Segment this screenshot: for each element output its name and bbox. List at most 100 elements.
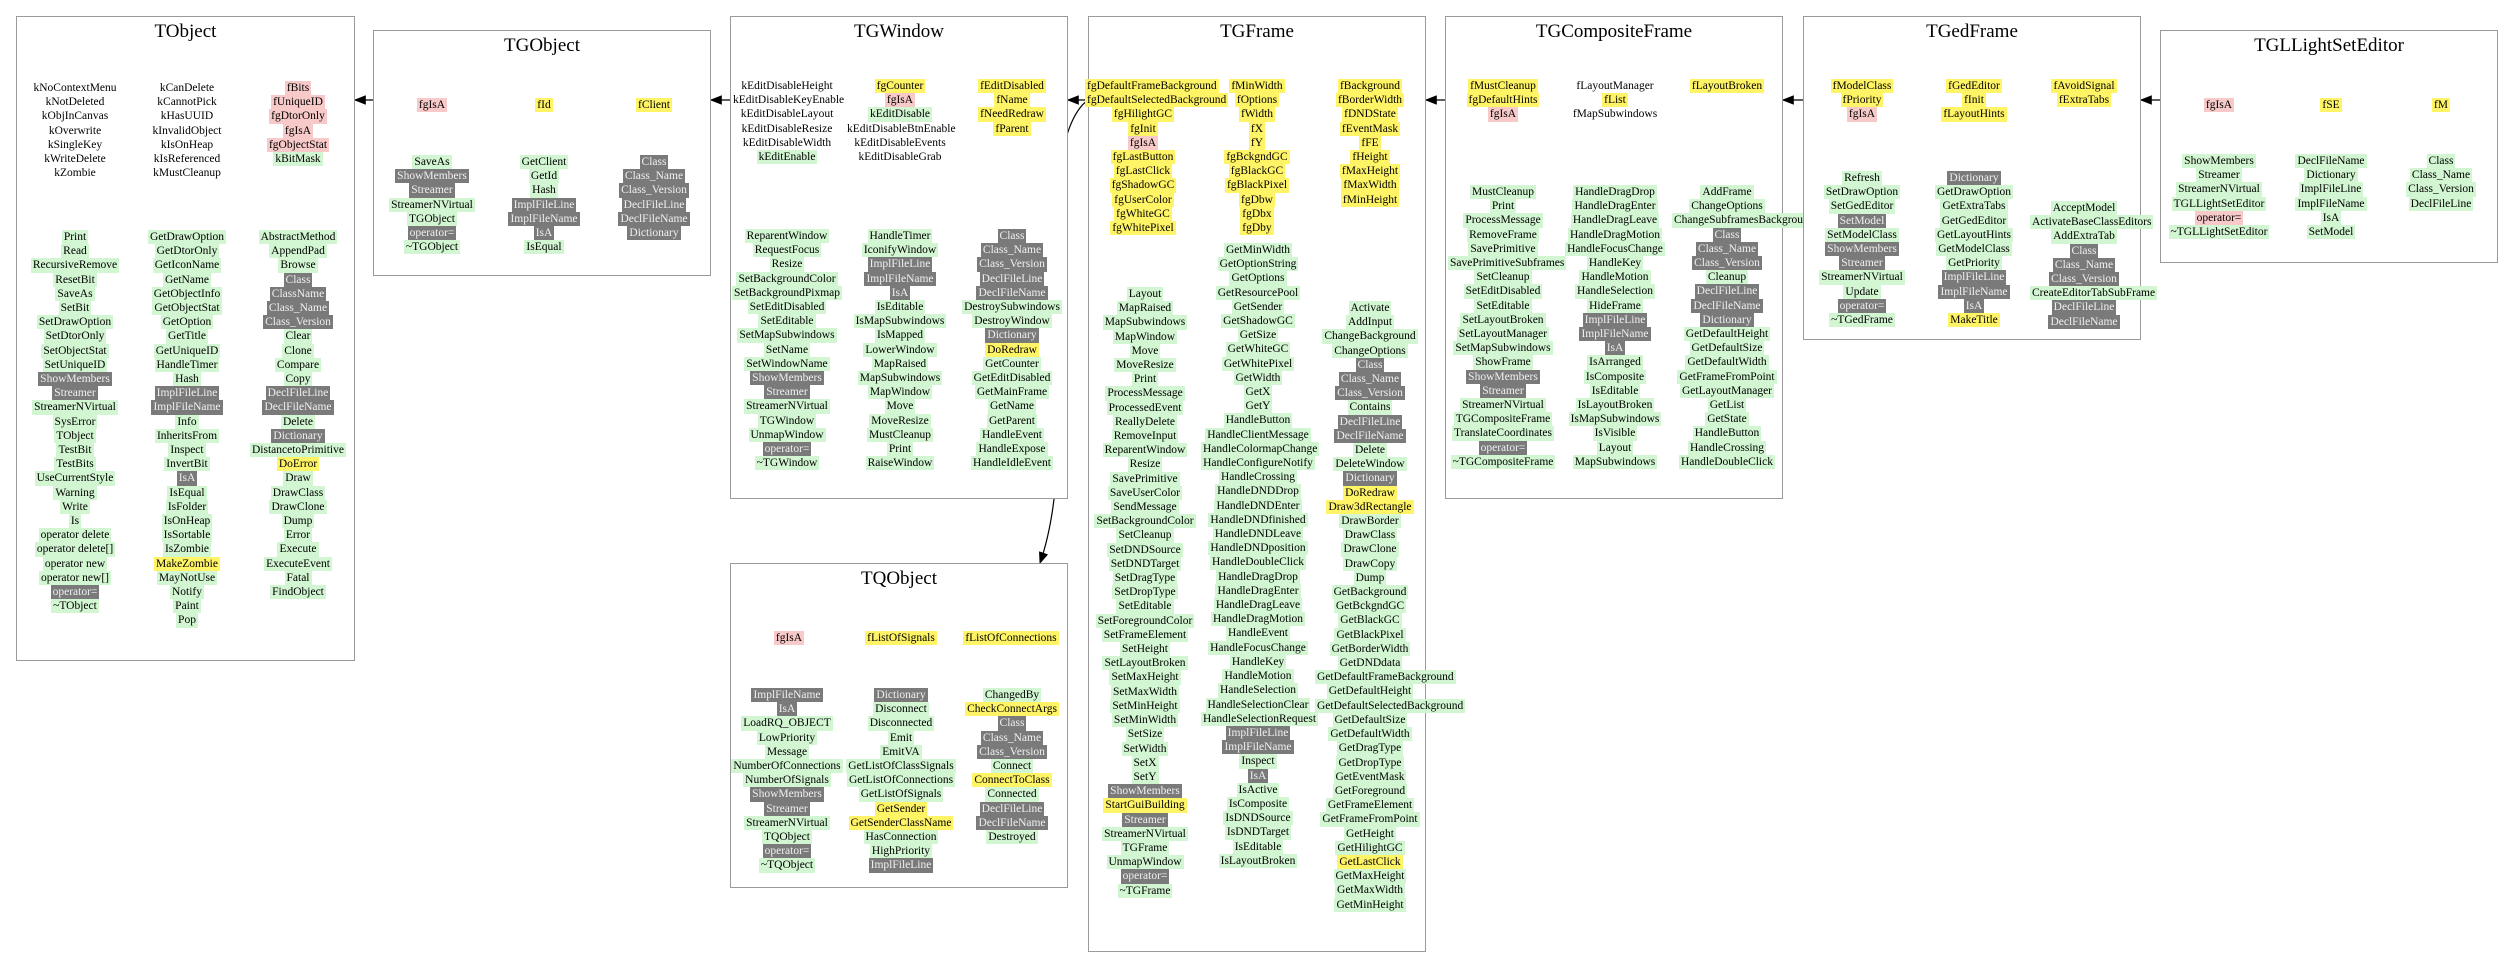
member-section: fAvoidSignal fExtraTabs [2030, 79, 2138, 108]
member-item: fgIsA [416, 98, 448, 113]
member-item: IsActive [1236, 782, 1280, 797]
member-item: operator= [1837, 298, 1887, 314]
member-item: GetUniqueID [153, 343, 221, 358]
member-item: ImplFileName [151, 400, 223, 415]
member-section: fgIsA [2165, 98, 2273, 113]
member-item: GetDNDdata [1337, 656, 1403, 671]
member-item: InheritsFrom [154, 428, 220, 444]
member-item: kNotDeleted [45, 96, 105, 109]
member-item: ImplFileLine [2298, 182, 2364, 197]
member-item: GetBckgndGC [1333, 599, 1407, 614]
member-item: TObject [54, 428, 96, 444]
member-item: fModelClass [1830, 79, 1894, 94]
member-item: MapSubwindows [857, 371, 943, 386]
member-section: fSE [2277, 98, 2385, 113]
member-item: Class_Version [977, 744, 1047, 760]
member-item: IsEqual [524, 240, 564, 255]
member-item: ImplFileName [508, 211, 580, 227]
member-item: SetModelClass [1825, 227, 1899, 243]
member-item: Class [997, 229, 1027, 244]
member-item: MakeZombie [154, 556, 220, 571]
member-item: Dictionary [1947, 171, 2001, 186]
member-item: fAvoidSignal [2051, 79, 2117, 94]
member-item: SetCleanup [1116, 528, 1174, 543]
member-item: HandleDNDDrop [1215, 484, 1301, 499]
member-item: kSingleKey [47, 138, 103, 151]
class-box-tgllightseteditor: TGLLightSetEditor fgIsA fSE fM ShowMembe… [2160, 30, 2498, 263]
member-item: IsA [176, 471, 198, 486]
member-item: Class [639, 155, 669, 170]
member-item: GetDefaultWidth [1685, 355, 1769, 370]
member-item: DeclFileLine [2051, 300, 2117, 315]
member-item: HandleDoubleClick [1210, 555, 1306, 570]
member-section: fBackground fBorderWidth fDNDState fEventMa… [1315, 79, 1425, 207]
class-title: TGFrame [1220, 21, 1294, 42]
member-item: ChangeOptions [1332, 343, 1408, 358]
member-item: SetMapSubwindows [1453, 341, 1553, 356]
class-box-tgframe: TGFrame fgDefaultFrameBackground fgDefaul… [1085, 16, 1466, 952]
member-item: SetMinWidth [1111, 713, 1179, 728]
member-item: StreamerNVirtual [32, 400, 118, 415]
member-item: fgIsA [282, 123, 314, 138]
member-item: GetMaxHeight [1333, 869, 1407, 884]
member-item: RemoveFrame [1467, 227, 1539, 242]
member-item: Dump [1353, 570, 1387, 586]
member-item: fLayoutBroken [1689, 79, 1765, 94]
member-item: MapRaised [1116, 301, 1174, 316]
member-item: SetMaxWidth [1110, 684, 1180, 699]
member-item: SetDragType [1112, 571, 1178, 586]
member-item: Streamer [764, 801, 810, 816]
member-item: MustCleanup [1470, 185, 1536, 200]
member-item: Delete [280, 414, 315, 429]
member-item: LoadRQ_OBJECT [741, 716, 833, 731]
member-item: Disconnected [867, 716, 935, 731]
member-item: SetEditDisabled [1463, 284, 1543, 299]
member-item: LowerWindow [863, 342, 937, 357]
member-item: GetBlackPixel [1334, 627, 1406, 642]
member-item: fgIsA [884, 93, 916, 108]
member-item: ~TGFrame [1117, 883, 1173, 898]
member-item: GetSender [874, 801, 928, 816]
member-item: Draw [283, 471, 313, 486]
class-title: TQObject [861, 568, 937, 589]
member-item: operator delete [38, 528, 112, 543]
member-item: HandleKey [1229, 654, 1287, 670]
member-item: fgIsA [2203, 98, 2235, 113]
member-item: Clone [282, 343, 314, 358]
member-item: kCanDelete [159, 82, 215, 94]
member-item: Draw3dRectangle [1326, 499, 1414, 515]
member-section: Layout MapRaised MapSubwindows MapWindow Mov… [1089, 287, 1201, 898]
member-item: operator= [407, 226, 457, 241]
member-item: Print [1489, 199, 1517, 214]
member-item: kInvalidObject [152, 124, 222, 137]
member-item: IsLayoutBroken [1218, 853, 1298, 868]
member-item: DeclFileName [1334, 428, 1406, 444]
member-item: HandleSelectionClear [1205, 697, 1311, 712]
member-item: Dictionary [985, 328, 1039, 343]
member-item: Activate [1348, 301, 1392, 316]
member-item: ImplFileLine [1225, 725, 1291, 741]
member-item: TGObject [407, 211, 457, 227]
member-item: fLayoutManager [1576, 80, 1654, 92]
member-item: Class_Version [619, 183, 689, 198]
member-item: kEditDisableWidth [742, 136, 832, 149]
member-item: TGLLightSetEditor [2171, 196, 2267, 211]
member-item: SetSize [1125, 727, 1165, 742]
member-item: HandleColormapChange [1201, 441, 1320, 457]
member-item: TGFrame [1120, 840, 1170, 856]
member-item: MayNotUse [156, 570, 218, 586]
member-item: ImplFileName [751, 688, 823, 703]
member-item: Class_Name [622, 169, 686, 184]
member-item: fHeight [1350, 150, 1390, 165]
member-section: ChangedBy CheckConnectArgs Class Class_Name… [957, 688, 1067, 845]
member-item: DoRedraw [1343, 485, 1397, 500]
member-item: Streamer [52, 386, 98, 401]
member-item: fParent [993, 121, 1031, 136]
member-item: Class_Name [266, 301, 330, 316]
member-item: SetBackgroundPixmap [731, 285, 843, 301]
member-item: ReparentWindow [1102, 443, 1188, 458]
member-item: RaiseWindow [865, 456, 935, 471]
member-item: MoveResize [869, 413, 931, 428]
member-item: TGCompositeFrame [1453, 412, 1553, 427]
member-item: SetFrameElement [1101, 627, 1189, 643]
